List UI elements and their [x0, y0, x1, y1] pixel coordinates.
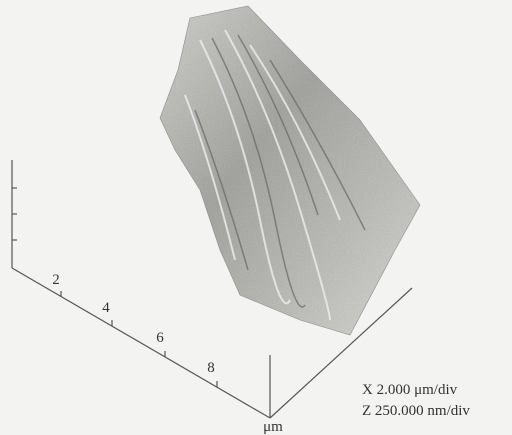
tick-label: 6	[156, 330, 164, 346]
page: 2 4 6 8 μm X 2.000 μm/div Z 250.000 nm/d…	[0, 0, 512, 435]
surface-plot	[160, 6, 420, 335]
annotation: Z 250.000 nm/div	[362, 403, 470, 419]
axis-unit: μm	[263, 419, 283, 435]
afm-figure: 2 4 6 8 μm X 2.000 μm/div Z 250.000 nm/d…	[0, 0, 512, 435]
tick-label: 2	[52, 272, 60, 288]
tick-label: 8	[207, 360, 215, 376]
tick-label: 4	[102, 300, 110, 316]
axis-ticks	[12, 188, 217, 387]
x-axis	[12, 268, 270, 418]
annotation: X 2.000 μm/div	[362, 382, 458, 398]
